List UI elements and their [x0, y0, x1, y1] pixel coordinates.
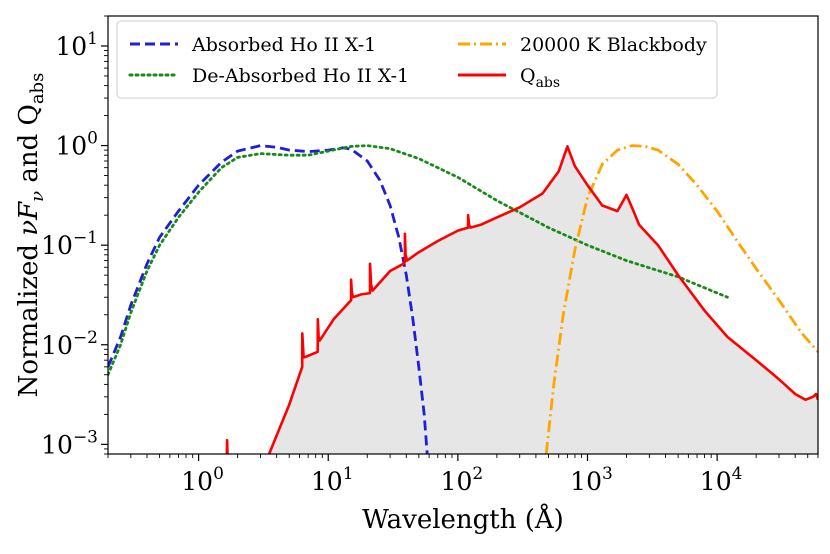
series-line-qabs [225, 438, 229, 454]
y-tick-label-base: 10 [55, 132, 87, 161]
y-tick-label-exponent: 0 [87, 129, 98, 149]
qabs-fill-layer [226, 146, 818, 454]
x-tick-label: 102 [441, 464, 484, 496]
y-tick-label-exponent: −3 [73, 427, 98, 447]
series-line-20000-k-blackbody [544, 144, 818, 454]
y-tick-label-exponent: 1 [87, 29, 98, 49]
y-axis-label-suffix: and Q [14, 104, 44, 191]
x-tick-label-exponent: 3 [602, 464, 613, 484]
series-layer [108, 144, 818, 454]
y-tick-label: 100 [55, 129, 98, 161]
y-tick-label: 10−2 [41, 328, 98, 360]
x-tick-label-base: 10 [700, 467, 732, 496]
legend-qabs-label-sub: abs [536, 75, 561, 91]
x-tick-label-exponent: 1 [343, 464, 354, 484]
x-tick-label-base: 10 [181, 467, 213, 496]
x-tick-label-base: 10 [441, 467, 473, 496]
y-axis-label: Normalized νFν and Qabs [14, 73, 48, 398]
y-axis-label-suffix-sub: abs [27, 73, 48, 105]
y-tick-label-base: 10 [41, 430, 73, 459]
qabs-filled-area [226, 146, 818, 454]
x-tick-label-base: 10 [570, 467, 602, 496]
x-tick-label-base: 10 [311, 467, 343, 496]
x-tick-label: 103 [570, 464, 613, 496]
x-tick-label: 100 [181, 464, 224, 496]
y-tick-label-exponent: −2 [73, 328, 98, 348]
legend-blackbody-label: 20000 K Blackbody [520, 34, 707, 56]
y-axis-label-math-sub: ν [27, 191, 48, 202]
y-axis-label-math: νF [14, 201, 44, 236]
legend-qabs-label-main: Q [520, 65, 536, 87]
legend-deabsorbed-label: De-Absorbed Ho II X-1 [192, 65, 409, 87]
y-axis-label-prefix: Normalized [14, 236, 44, 398]
y-tick-label: 101 [55, 29, 98, 61]
legend-box [116, 20, 718, 99]
y-tick-label-base: 10 [55, 32, 87, 61]
x-tick-label-exponent: 0 [213, 464, 224, 484]
y-tick-label-base: 10 [41, 331, 73, 360]
y-tick-label: 10−3 [41, 427, 98, 459]
series-line-qabs-1 [267, 145, 818, 454]
series-line-de-absorbed-ho-ii-x-1 [108, 144, 729, 377]
y-tick-label-base: 10 [41, 231, 73, 260]
x-tick-label-exponent: 4 [732, 464, 743, 484]
ticks-layer [101, 15, 819, 461]
legend: Absorbed Ho II X-1 De-Absorbed Ho II X-1… [116, 20, 718, 99]
x-axis-label: Wavelength (Å) [362, 503, 564, 535]
y-tick-label: 10−1 [41, 228, 98, 260]
x-tick-label: 104 [700, 464, 743, 496]
x-tick-label: 101 [311, 464, 354, 496]
y-tick-label-exponent: −1 [73, 228, 98, 248]
x-tick-label-exponent: 2 [472, 464, 483, 484]
legend-absorbed-label: Absorbed Ho II X-1 [191, 34, 376, 56]
plot-frame [107, 15, 819, 455]
legend-qabs-label: Qabs [520, 65, 560, 91]
series-line-absorbed-ho-ii-x-1 [108, 144, 429, 454]
